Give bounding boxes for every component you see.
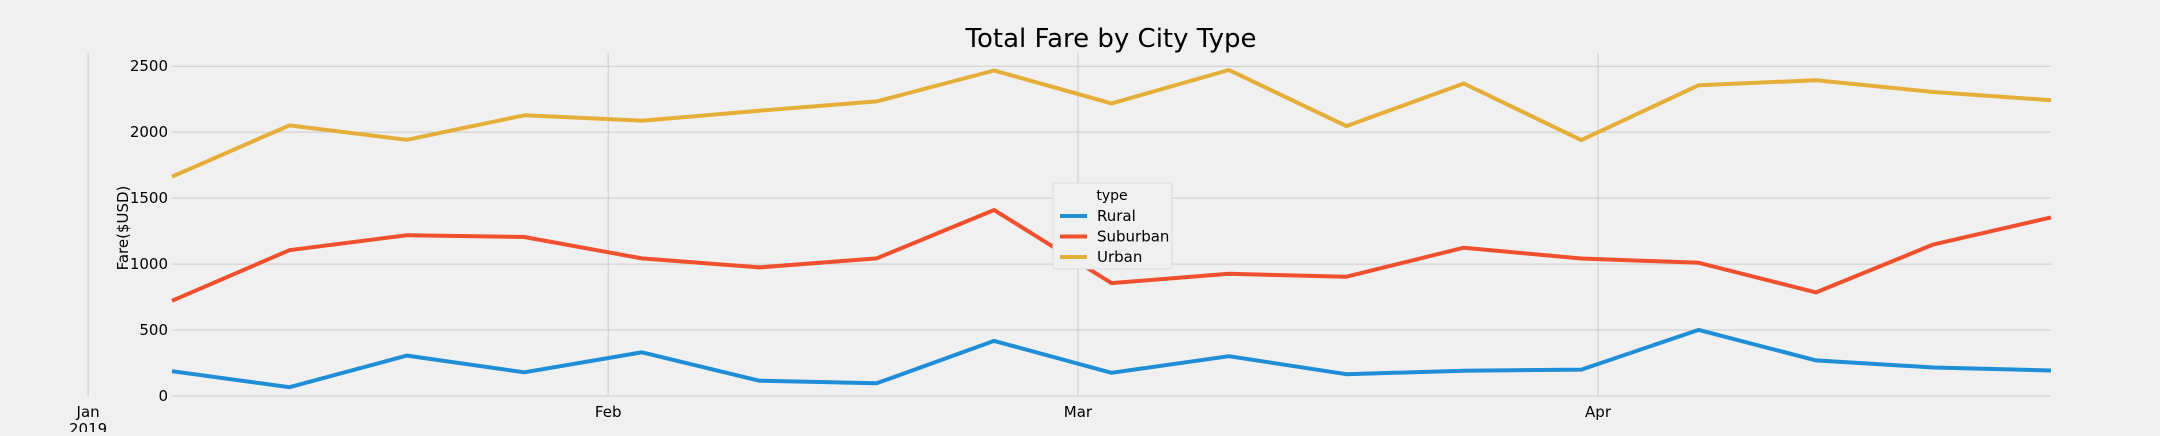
legend-label-rural: Rural: [1097, 207, 1136, 225]
y-tick-label: 500: [139, 321, 168, 339]
y-tick-label: 1500: [130, 189, 168, 207]
legend-label-urban: Urban: [1097, 248, 1142, 266]
y-tick-label: 2000: [130, 123, 168, 141]
chart-title: Total Fare by City Type: [965, 24, 1257, 54]
x-tick-sublabel: 2019: [69, 420, 107, 432]
x-tick-label: Mar: [1064, 403, 1093, 421]
series-line-suburban: [171, 208, 2052, 303]
legend-entries: Rural Suburban Urban: [1060, 207, 1169, 266]
legend-title: type: [1096, 188, 1127, 204]
series-line-urban: [171, 68, 2052, 179]
y-tick-label: 0: [158, 387, 168, 405]
y-tick-label: 2500: [130, 57, 168, 75]
legend-label-suburban: Suburban: [1097, 228, 1169, 246]
y-tick-label: 1000: [130, 255, 168, 273]
legend-box: [1052, 182, 1173, 270]
x-tick-label: Apr: [1585, 403, 1612, 421]
legend: type Rural Suburban Urban: [1052, 182, 1173, 270]
x-tick-label: Feb: [595, 403, 622, 421]
series-lines: [171, 68, 2052, 390]
y-axis-label: Fare($USD): [114, 186, 132, 271]
series-line-rural: [171, 327, 2052, 390]
x-tick-label: Jan: [76, 403, 100, 421]
